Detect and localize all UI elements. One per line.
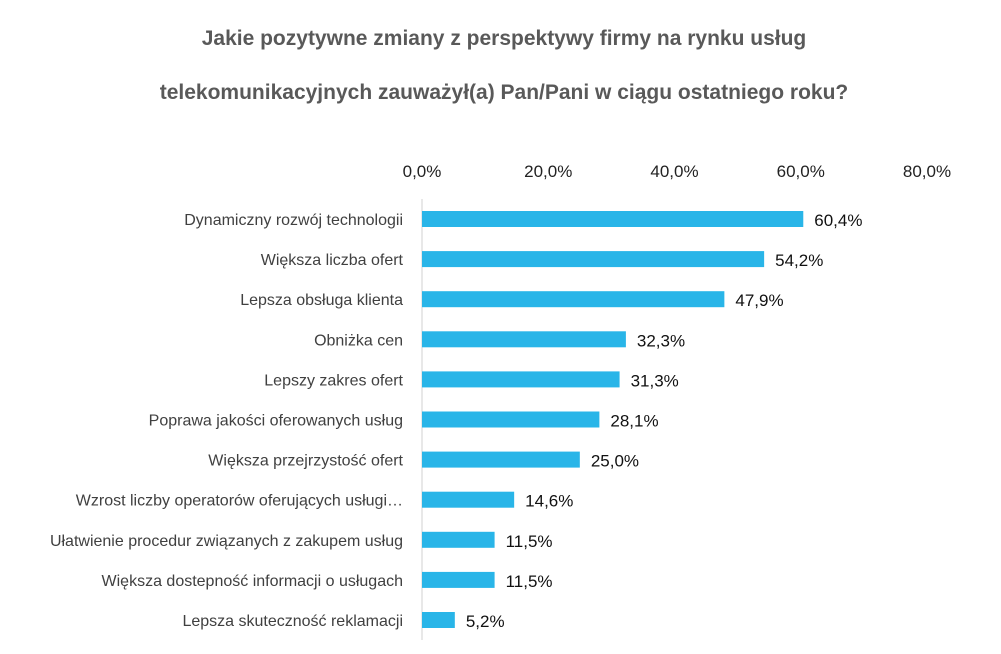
value-label: 25,0% <box>591 452 639 471</box>
category-label: Obniżka cen <box>314 332 403 349</box>
chart-title-line-2: telekomunikacyjnych zauważył(a) Pan/Pani… <box>160 81 849 104</box>
value-label: 5,2% <box>466 612 505 631</box>
value-label: 31,3% <box>631 371 679 390</box>
chart-title-line-1: Jakie pozytywne zmiany z perspektywy fir… <box>202 27 807 50</box>
bar <box>422 331 626 348</box>
x-tick-label: 60,0% <box>777 162 825 181</box>
x-tick-label: 0,0% <box>403 162 442 181</box>
bar <box>422 531 495 548</box>
value-label: 60,4% <box>814 211 862 230</box>
value-label: 28,1% <box>610 412 658 431</box>
value-label: 11,5% <box>506 572 553 591</box>
bar <box>422 612 455 628</box>
category-label: Lepsza skuteczność reklamacji <box>182 613 403 630</box>
value-label: 32,3% <box>637 331 685 350</box>
bar <box>422 211 804 227</box>
category-labels: Dynamiczny rozwój technologii Większa lic… <box>50 212 404 630</box>
bar <box>422 371 620 388</box>
value-label: 11,5% <box>506 532 553 551</box>
bar <box>422 491 515 508</box>
category-label: Poprawa jakości oferowanych usług <box>149 413 403 430</box>
bar <box>422 411 600 428</box>
category-label: Większa dostepność informacji o usługach <box>102 573 403 590</box>
category-label: Większa przejrzystość ofert <box>208 453 403 470</box>
category-label: Wzrost liczby operatorów oferujących usł… <box>76 493 403 510</box>
category-label: Ułatwienie procedur związanych z zakupem… <box>50 533 403 550</box>
category-label: Większa liczba ofert <box>261 252 404 269</box>
x-tick-label: 20,0% <box>524 162 572 181</box>
category-label: Lepszy zakres ofert <box>264 372 403 389</box>
bar <box>422 571 495 588</box>
bar <box>422 251 765 268</box>
value-labels: 60,4% 54,2% 47,9% 32,3% 31,3% 28,1% 25,0% 14,6%… <box>466 211 863 631</box>
x-axis-ticks: 0,0% 20,0% 40,0% 60,0% 80,0% <box>403 162 951 181</box>
x-tick-label: 40,0% <box>650 162 698 181</box>
bar <box>422 291 725 308</box>
value-label: 54,2% <box>775 251 823 270</box>
bar <box>422 451 580 468</box>
value-label: 47,9% <box>735 291 783 310</box>
bars <box>422 211 804 628</box>
value-label: 14,6% <box>525 492 573 511</box>
x-tick-label: 80,0% <box>903 162 951 181</box>
category-label: Lepsza obsługa klienta <box>240 292 403 309</box>
category-label: Dynamiczny rozwój technologii <box>184 212 403 229</box>
